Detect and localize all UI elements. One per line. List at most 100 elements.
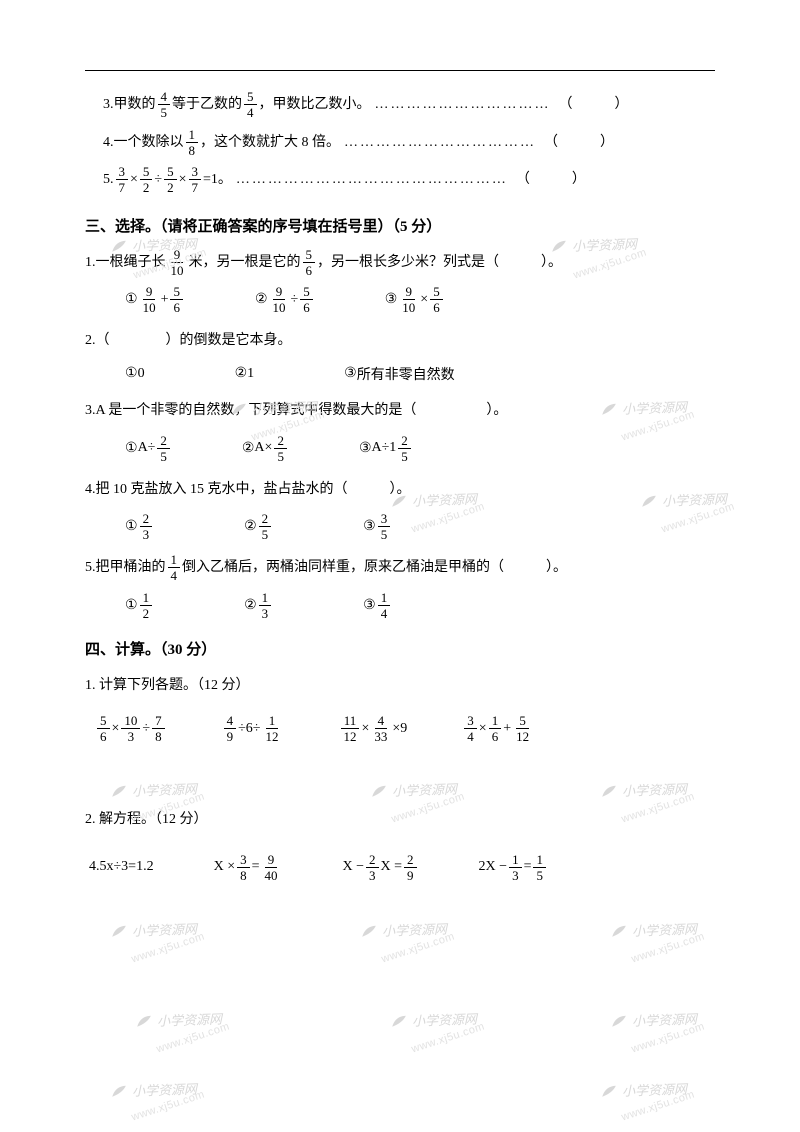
op: = — [252, 859, 260, 875]
fraction: 433 — [371, 714, 390, 743]
s3-q2-options: ① 0 ② 1 ③所有非零自然数 — [85, 364, 715, 384]
op: × — [420, 292, 428, 308]
option-3: ③14 — [363, 591, 392, 620]
fraction: 13 — [259, 591, 272, 620]
fraction: 15 — [533, 853, 546, 882]
watermark-url: www.xj5u.com — [630, 1021, 706, 1056]
fraction: 16 — [489, 714, 502, 743]
qnum: 1. — [85, 246, 96, 280]
leader-dots: …………………………………………… — [236, 163, 508, 197]
fraction: 52 — [164, 165, 177, 194]
qnum: 4. — [85, 473, 96, 507]
section4-heading: 四、计算。（30 分） — [85, 638, 715, 659]
option-2: ②13 — [244, 591, 273, 620]
circled-number: ① — [125, 597, 138, 614]
fraction: 1112 — [340, 714, 359, 743]
s3-q4: 4. 把 10 克盐放入 15 克水中，盐占盐水的（ ）。 — [85, 473, 715, 507]
opt-text: 所有非零自然数 — [357, 364, 455, 384]
watermark: 小学资源网 — [610, 918, 698, 940]
op: ÷ — [154, 163, 162, 197]
fraction: 25 — [259, 512, 272, 541]
fraction: 103 — [121, 714, 140, 743]
op: + — [161, 292, 169, 308]
fraction: 56 — [97, 714, 110, 743]
s3-q4-options: ①23 ②25 ③35 — [85, 512, 715, 541]
qnum: 2. — [85, 324, 96, 358]
s3-q3: 3. A 是一个非零的自然数，下列算式中得数最大的是（ ）。 — [85, 394, 715, 428]
s3-q2: 2. （ ）的倒数是它本身。 — [85, 324, 715, 358]
text: ，另一根长多少米？列式是（ ）。 — [317, 246, 562, 280]
text: （ ）的倒数是它本身。 — [96, 324, 292, 358]
text: ，这个数就扩大 8 倍。 — [200, 126, 340, 160]
op: ÷6÷ — [238, 721, 260, 737]
s2-q4: 4. 一个数除以 18 ，这个数就扩大 8 倍。 ……………………………… （ … — [85, 126, 715, 160]
watermark: 小学资源网 — [110, 918, 198, 940]
fraction: 14 — [378, 591, 391, 620]
fraction: 56 — [430, 285, 443, 314]
fraction: 23 — [140, 512, 153, 541]
s3-q1-options: ①910 + 56 ②910 ÷ 56 ③910 × 56 — [85, 285, 715, 314]
calc-expr-2: 49 ÷6÷ 112 — [222, 714, 284, 743]
text: 甲数的 — [114, 88, 156, 122]
page-content: 3. 甲数的 45 等于乙数的 54 ，甲数比乙数小。 …………………………… … — [85, 88, 715, 882]
leader-dots: ……………………………… — [344, 126, 536, 160]
answer-paren: （ ） — [516, 163, 586, 197]
s4-q2-label: 2. 解方程。（12 分） — [85, 803, 715, 837]
text: 把甲桶油的 — [96, 551, 166, 585]
fraction: 35 — [378, 512, 391, 541]
text: 一根绳子长 — [96, 246, 166, 280]
fraction: 56 — [303, 248, 316, 277]
fraction: 34 — [464, 714, 477, 743]
watermark: 小学资源网 — [600, 1078, 688, 1100]
fraction: 56 — [170, 285, 183, 314]
fraction: 37 — [189, 165, 202, 194]
s4-q1-exprs: 56 × 103 ÷ 78 49 ÷6÷ 112 1112 × 433 ×9 3… — [85, 714, 715, 743]
text: 把 10 克盐放入 15 克水中，盐占盐水的（ ）。 — [96, 473, 411, 507]
text: 等于乙数的 — [172, 88, 242, 122]
op: + — [503, 721, 511, 737]
fraction: 25 — [274, 434, 287, 463]
opt-text: 1 — [247, 366, 254, 382]
answer-paren: （ ） — [544, 126, 614, 160]
circled-number: ② — [244, 597, 257, 614]
circled-number: ③ — [344, 365, 357, 382]
qnum: 3. — [85, 394, 96, 428]
option-3: ③ A÷125 — [359, 434, 413, 463]
option-3: ③所有非零自然数 — [344, 364, 455, 384]
option-2: ② A×25 — [242, 434, 289, 463]
text: 米，另一根是它的 — [189, 246, 301, 280]
watermark: 小学资源网 — [110, 1078, 198, 1100]
s4-q2-exprs: 4.5x÷3=1.2 X × 38 = 940 X − 23X = 29 2X … — [85, 853, 715, 882]
fraction: 37 — [116, 165, 129, 194]
option-3: ③35 — [363, 512, 392, 541]
s4-q1-label: 1. 计算下列各题。（12 分） — [85, 669, 715, 703]
watermark: 小学资源网 — [360, 918, 448, 940]
qnum: 5. — [85, 551, 96, 585]
equation-1: 4.5x÷3=1.2 — [89, 859, 154, 875]
fraction: 910 — [168, 248, 187, 277]
op: × — [361, 721, 369, 737]
fraction: 112 — [262, 714, 281, 743]
circled-number: ② — [235, 365, 248, 382]
s3-q5-options: ①12 ②13 ③14 — [85, 591, 715, 620]
option-2: ②25 — [244, 512, 273, 541]
option-1: ①12 — [125, 591, 154, 620]
qnum: 5. — [103, 163, 114, 197]
equation-4: 2X − 13 = 15 — [479, 853, 548, 882]
circled-number: ② — [255, 291, 268, 308]
circled-number: ③ — [363, 518, 376, 535]
opt-text: A÷1 — [372, 440, 397, 456]
text: 2X − — [479, 859, 508, 875]
fraction: 38 — [237, 853, 250, 882]
fraction: 23 — [366, 853, 379, 882]
text: X × — [214, 859, 236, 875]
fraction: 18 — [186, 128, 199, 157]
fraction: 25 — [398, 434, 411, 463]
text: X − — [343, 859, 365, 875]
fraction: 12 — [140, 591, 153, 620]
fraction: 13 — [509, 853, 522, 882]
fraction: 910 — [270, 285, 289, 314]
fraction: 910 — [399, 285, 418, 314]
option-3: ③910 × 56 — [385, 285, 445, 314]
fraction: 49 — [224, 714, 237, 743]
